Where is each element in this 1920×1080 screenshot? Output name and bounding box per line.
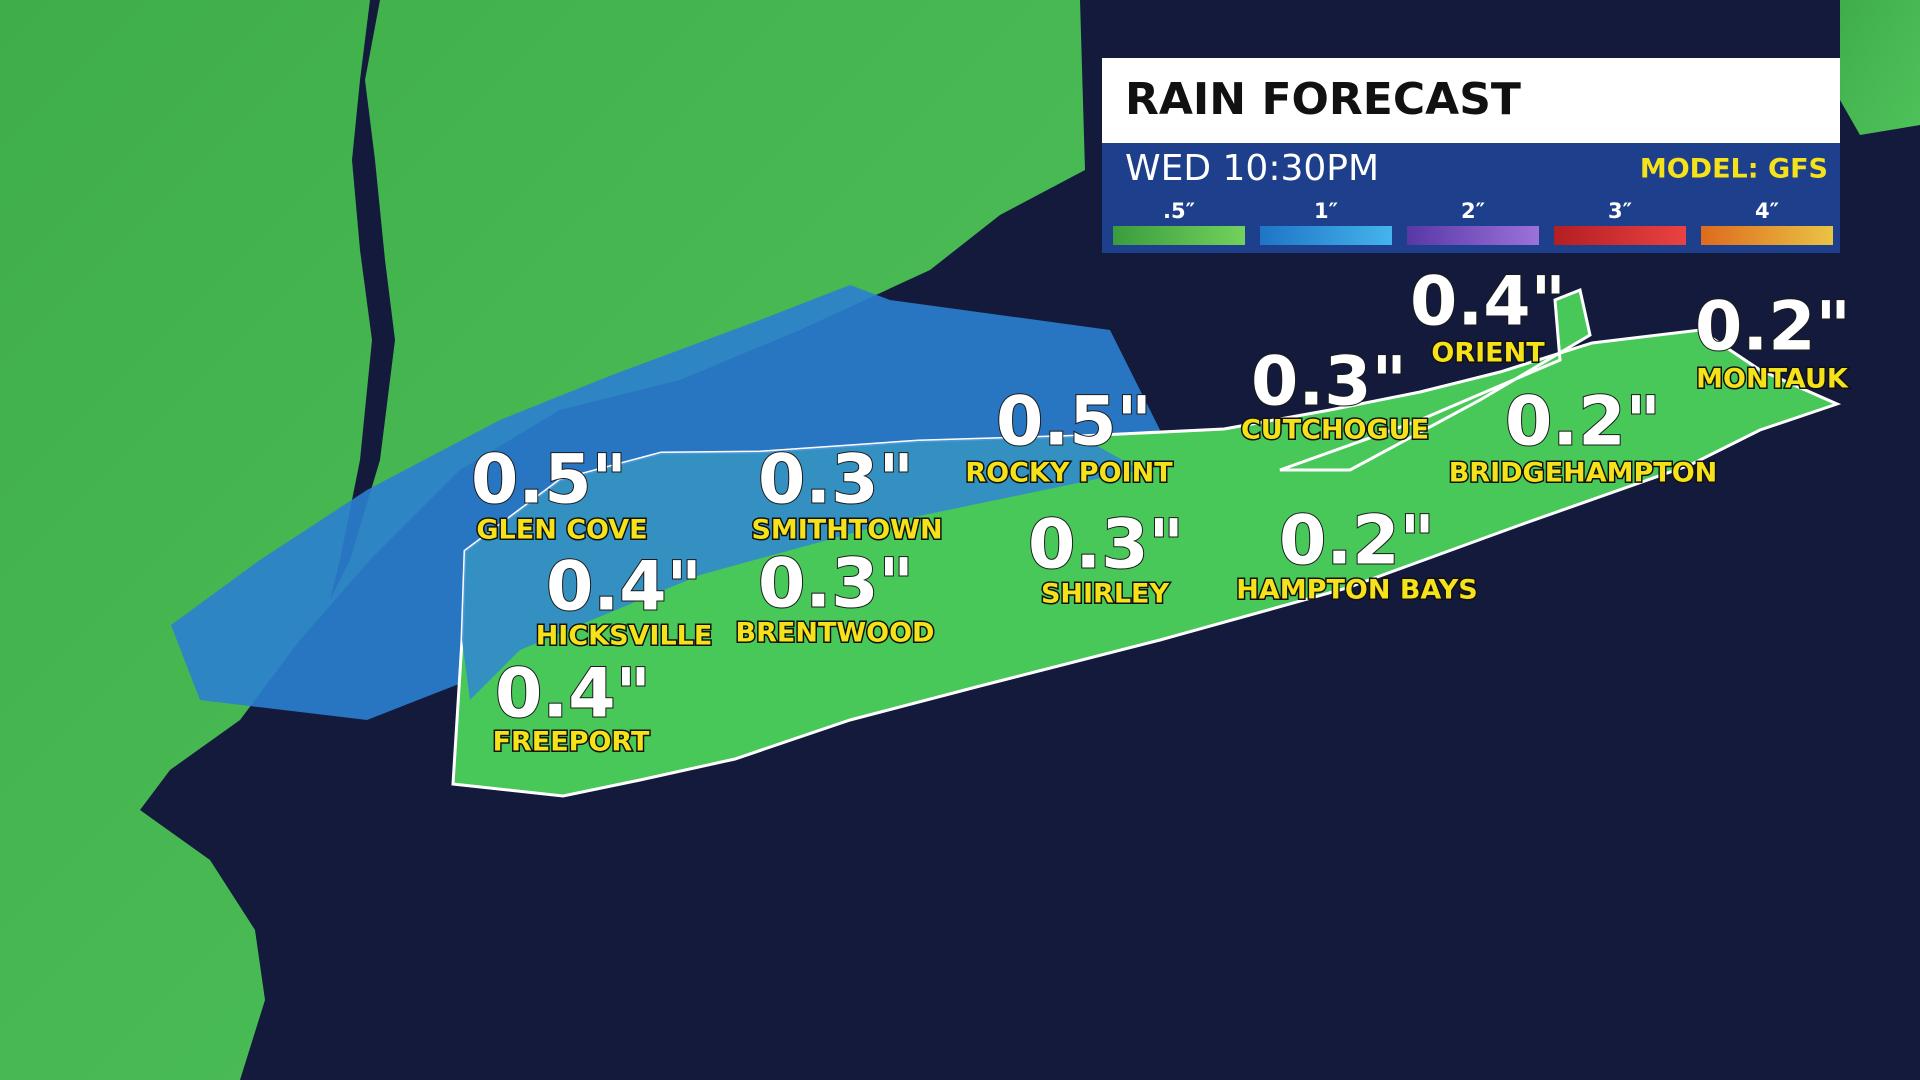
rain-amount: 0.5" <box>471 441 627 520</box>
rain-amount: 0.2" <box>1279 502 1435 581</box>
location-name: FREEPORT <box>493 727 650 758</box>
location-name: BRIDGEHAMPTON <box>1449 458 1718 489</box>
island-rain-west <box>462 436 1140 700</box>
location-name: SHIRLEY <box>1041 579 1170 610</box>
rain-amount: 0.3" <box>758 545 914 624</box>
legend-swatch <box>1407 226 1539 245</box>
rain-amount: 0.4" <box>495 655 651 734</box>
rain-amount: 0.2" <box>1505 383 1661 462</box>
long-island <box>451 328 1842 798</box>
legend-label: 4″ <box>1755 199 1779 223</box>
location-name: HAMPTON BAYS <box>1236 575 1477 606</box>
legend-label: 2″ <box>1461 199 1485 223</box>
panel-time: WED 10:30PM <box>1125 148 1379 189</box>
rain-amount: 0.5" <box>996 383 1152 462</box>
location-name: CUTCHOGUE <box>1241 415 1429 446</box>
location-name: GLEN COVE <box>476 515 647 546</box>
rain-amount: 0.2" <box>1695 288 1851 367</box>
location-name: ORIENT <box>1431 338 1545 369</box>
rain-amount: 0.4" <box>546 548 702 627</box>
rain-amount: 0.3" <box>1028 506 1184 585</box>
legend-label: 1″ <box>1314 199 1338 223</box>
mainland-east <box>1840 0 1920 135</box>
legend: .5″ 1″ 2″ 3″ 4″ <box>1113 199 1833 245</box>
mainland <box>0 0 1085 1080</box>
rain-amount: 0.3" <box>1251 343 1407 422</box>
legend-label: .5″ <box>1163 199 1195 223</box>
location-name: ROCKY POINT <box>965 458 1173 489</box>
location-name: SMITHTOWN <box>751 515 942 546</box>
legend-label: 3″ <box>1608 199 1632 223</box>
river <box>330 0 395 600</box>
panel-title: RAIN FORECAST <box>1125 74 1521 125</box>
north-fork <box>1279 287 1592 472</box>
rain-amount: 0.4" <box>1410 263 1566 342</box>
legend-swatch <box>1554 226 1686 245</box>
panel-model: MODEL: GFS <box>1640 154 1828 185</box>
location-name: BRENTWOOD <box>736 618 935 649</box>
panel-header <box>1102 58 1840 143</box>
legend-swatch <box>1701 226 1833 245</box>
location-name: MONTAUK <box>1696 364 1849 395</box>
rain-amount: 0.3" <box>758 441 914 520</box>
legend-swatch <box>1113 226 1245 245</box>
panel: RAIN FORECAST WED 10:30PM MODEL: GFS .5″… <box>1102 58 1840 253</box>
location-name: HICKSVILLE <box>536 621 713 652</box>
legend-swatch <box>1260 226 1392 245</box>
